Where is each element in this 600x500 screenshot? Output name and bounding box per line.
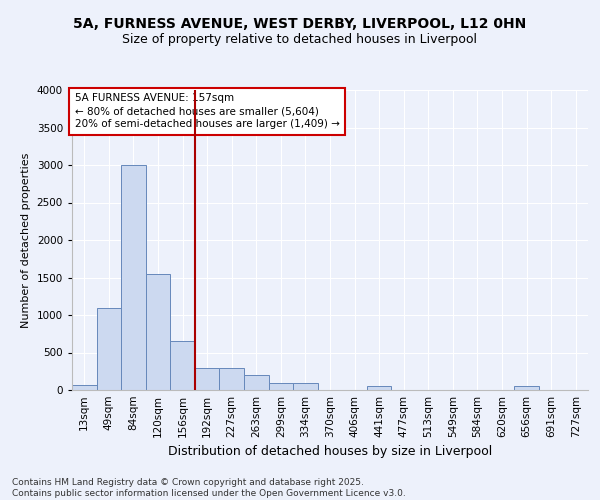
Y-axis label: Number of detached properties: Number of detached properties (21, 152, 31, 328)
Bar (514, 386, 539, 390)
X-axis label: Distribution of detached houses by size in Liverpool: Distribution of detached houses by size … (168, 446, 492, 458)
Bar (146, 274, 170, 390)
Bar (220, 368, 244, 390)
Text: 5A FURNESS AVENUE: 157sqm
← 80% of detached houses are smaller (5,604)
20% of se: 5A FURNESS AVENUE: 157sqm ← 80% of detac… (74, 93, 340, 130)
Bar (72, 385, 97, 390)
Text: Size of property relative to detached houses in Liverpool: Size of property relative to detached ho… (122, 32, 478, 46)
Bar (195, 368, 220, 390)
Text: Contains HM Land Registry data © Crown copyright and database right 2025.
Contai: Contains HM Land Registry data © Crown c… (12, 478, 406, 498)
Bar (244, 375, 269, 390)
Bar (293, 382, 318, 390)
Bar (121, 165, 146, 390)
Text: 5A, FURNESS AVENUE, WEST DERBY, LIVERPOOL, L12 0HN: 5A, FURNESS AVENUE, WEST DERBY, LIVERPOO… (73, 18, 527, 32)
Bar (269, 382, 293, 390)
Bar (170, 341, 195, 390)
Bar (97, 308, 121, 390)
Bar (367, 386, 391, 390)
